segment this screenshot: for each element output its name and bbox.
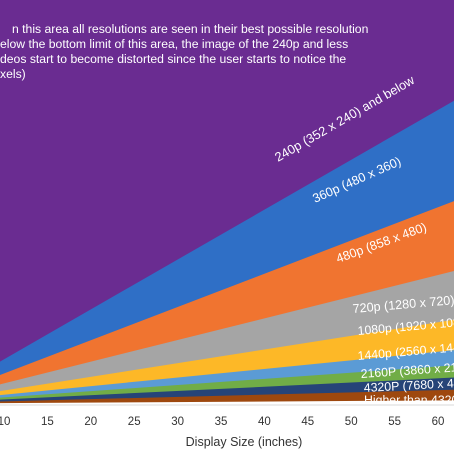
annotation-line: deos start to become distorted since the… <box>0 52 346 66</box>
annotation-line: xels) <box>0 67 26 81</box>
x-tick-label: 20 <box>84 416 97 428</box>
annotation-line: elow the bottom limit of this area, the … <box>0 37 348 51</box>
annotation-text: n this area all resolutions are seen in … <box>0 22 368 81</box>
x-tick-label: 40 <box>258 416 271 428</box>
x-tick-label: 30 <box>171 416 184 428</box>
annotation-line: n this area all resolutions are seen in … <box>12 22 368 36</box>
x-tick-label: 45 <box>301 416 314 428</box>
band-label-2160p: 2160P (3860 x 2160) <box>360 359 454 381</box>
band-label-higher: Higher than 4320 <box>364 393 454 407</box>
x-tick-label: 60 <box>432 416 445 428</box>
band-area-higher <box>0 400 454 405</box>
x-tick-label: 25 <box>128 416 141 428</box>
band-label-4320p: 4320P (7680 x 4320) <box>363 375 454 395</box>
x-axis-title: Display Size (inches) <box>186 435 303 449</box>
band-areas <box>0 100 454 405</box>
x-tick-label: 15 <box>41 416 54 428</box>
x-tick-label: 50 <box>345 416 358 428</box>
x-axis-ticks: 10 15 20 25 30 35 40 45 50 55 60 <box>0 416 444 428</box>
x-tick-label: 10 <box>0 416 10 428</box>
x-tick-label: 55 <box>388 416 401 428</box>
x-tick-label: 35 <box>215 416 228 428</box>
